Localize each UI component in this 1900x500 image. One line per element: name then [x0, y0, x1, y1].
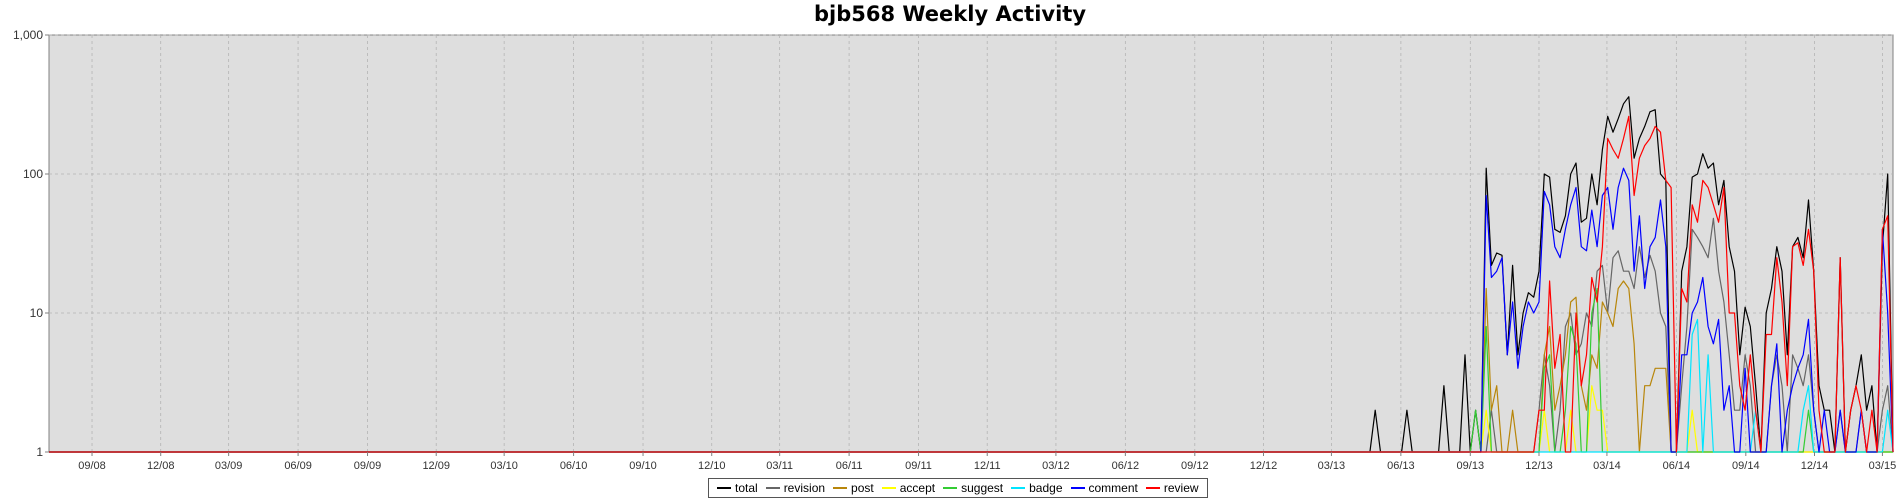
x-tick-label: 09/09 — [354, 460, 382, 472]
x-tick-label: 12/10 — [698, 460, 726, 472]
y-tick-label: 100 — [23, 167, 43, 181]
legend-label: badge — [1029, 481, 1063, 495]
x-tick-label: 06/11 — [836, 460, 863, 472]
x-tick-label: 09/12 — [1181, 460, 1209, 472]
y-tick-label: 10 — [30, 306, 44, 320]
legend-label: post — [851, 481, 874, 495]
series-line-review — [49, 115, 1894, 453]
legend-item-review: review — [1145, 481, 1199, 495]
x-tick-label: 06/14 — [1663, 460, 1691, 472]
x-tick-label: 06/12 — [1112, 460, 1140, 472]
legend-label: revision — [783, 481, 826, 495]
legend-swatch — [717, 487, 731, 489]
x-tick-label: 03/15 — [1869, 460, 1897, 472]
x-tick-label: 09/14 — [1732, 460, 1760, 472]
plot-area — [48, 34, 1894, 453]
legend-swatch — [881, 487, 896, 489]
x-tick-label: 03/14 — [1593, 460, 1621, 472]
legend-label: suggest — [961, 481, 1004, 495]
x-tick-label: 03/12 — [1042, 460, 1070, 472]
legend-label: comment — [1088, 481, 1138, 495]
x-tick-label: 03/11 — [766, 460, 793, 472]
legend-swatch — [1011, 487, 1026, 489]
x-tick-label: 06/13 — [1387, 460, 1415, 472]
legend-swatch — [1145, 487, 1160, 489]
legend-swatch — [1070, 487, 1085, 489]
x-tick-label: 06/09 — [284, 460, 312, 472]
x-tick-label: 03/10 — [490, 460, 518, 472]
x-tick-label: 09/11 — [905, 460, 932, 472]
legend-swatch — [943, 487, 958, 489]
legend-item-total: total — [717, 481, 758, 495]
x-tick-label: 12/11 — [974, 460, 1001, 472]
legend-label: review — [1163, 481, 1199, 495]
legend-item-post: post — [833, 481, 874, 495]
legend-swatch — [765, 487, 780, 489]
x-tick-label: 09/10 — [629, 460, 657, 472]
x-tick-label: 12/09 — [422, 460, 450, 472]
x-tick-label: 12/08 — [147, 460, 175, 472]
legend-item-accept: accept — [881, 481, 936, 495]
chart-title: bjb568 Weekly Activity — [813, 2, 1087, 26]
y-tick-label: 1,000 — [13, 28, 43, 42]
x-tick-label: 03/09 — [215, 460, 243, 472]
legend-label: accept — [899, 481, 936, 495]
legend-swatch — [833, 487, 848, 489]
legend-item-suggest: suggest — [943, 481, 1003, 495]
x-tick-label: 09/13 — [1457, 460, 1485, 472]
legend: total revision post accept suggest badge comme… — [708, 478, 1208, 498]
legend-item-comment: comment — [1070, 481, 1138, 495]
y-tick-label: 1 — [36, 445, 43, 459]
x-tick-label: 12/13 — [1525, 460, 1553, 472]
x-tick-label: 06/10 — [560, 460, 588, 472]
x-tick-label: 09/08 — [78, 460, 106, 472]
legend-item-revision: revision — [765, 481, 826, 495]
x-tick-label: 12/14 — [1801, 460, 1829, 472]
legend-item-badge: badge — [1011, 481, 1063, 495]
legend-label: total — [735, 481, 758, 495]
x-tick-label: 12/12 — [1250, 460, 1278, 472]
x-tick-label: 03/13 — [1318, 460, 1346, 472]
